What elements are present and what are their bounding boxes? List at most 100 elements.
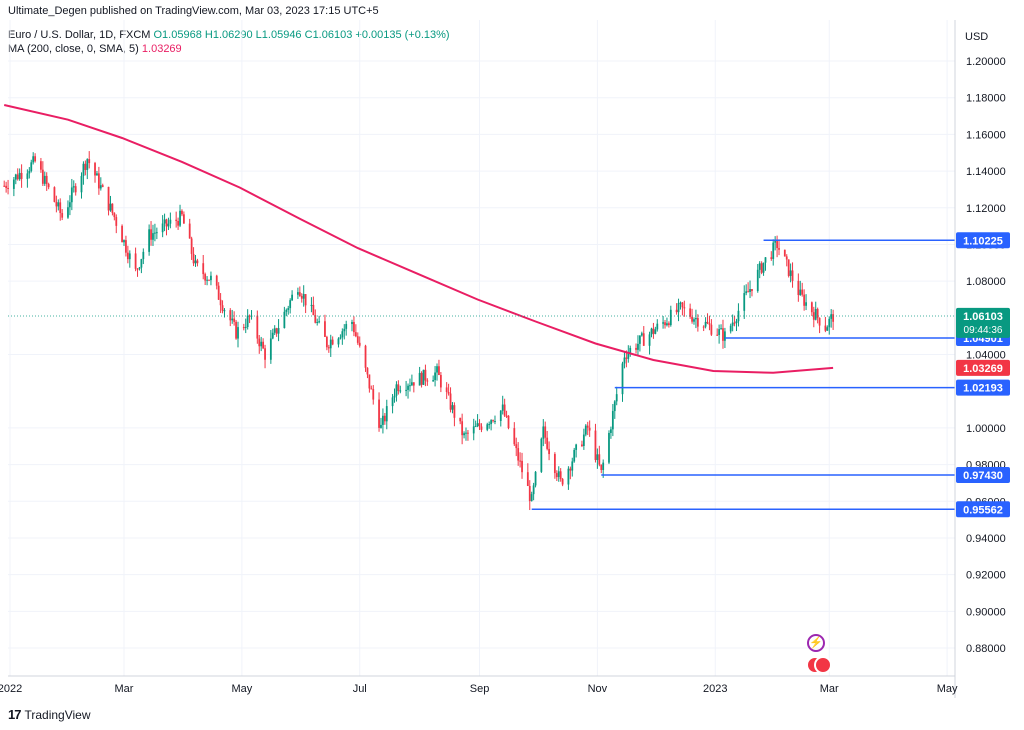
candle-body xyxy=(380,424,382,428)
candle-body xyxy=(785,256,788,260)
candle-body xyxy=(391,397,394,407)
candle-body xyxy=(608,432,610,463)
candle-body xyxy=(708,323,711,325)
candle-body xyxy=(449,393,452,410)
candle-body xyxy=(304,294,307,306)
candle-body xyxy=(302,294,305,299)
level-label: 1.10225 xyxy=(963,235,1003,247)
candle-body xyxy=(787,259,790,276)
candle-body xyxy=(246,315,249,328)
candle-body xyxy=(681,302,684,308)
candle-body xyxy=(96,173,98,176)
candle-body xyxy=(179,210,181,226)
level-label: 0.97430 xyxy=(963,470,1003,482)
candle-body xyxy=(789,270,792,276)
candle-body xyxy=(424,369,427,381)
footer[interactable]: 17 TradingView xyxy=(8,707,91,722)
candle-body xyxy=(194,260,197,264)
candle-body xyxy=(273,328,276,333)
candle-body xyxy=(743,293,746,311)
publish-info: Ultimate_Degen published on TradingView.… xyxy=(8,5,379,17)
candle-body xyxy=(318,321,321,323)
x-tick-label: May xyxy=(231,683,252,695)
ma-label: MA (200, close, 0, SMA, 5) xyxy=(8,43,139,55)
us-flag-icon-2[interactable] xyxy=(814,656,832,674)
lightning-icon[interactable]: ⚡ xyxy=(807,634,825,652)
candle-body xyxy=(650,328,653,335)
candle-body xyxy=(812,312,815,320)
candle-body xyxy=(82,163,85,176)
candle-body xyxy=(803,294,806,306)
candle-body xyxy=(125,240,127,253)
candle-body xyxy=(28,170,31,174)
candle-body xyxy=(530,494,533,502)
candle-body xyxy=(34,156,37,162)
candle-body xyxy=(621,363,624,395)
candle-body xyxy=(716,334,719,336)
candle-body xyxy=(68,202,71,208)
candle-body xyxy=(818,317,821,326)
symbol-row: Euro / U.S. Dollar, 1D, FXCM O1.05968 H1… xyxy=(8,28,450,42)
candle-body xyxy=(814,309,817,320)
candle-body xyxy=(296,292,299,295)
change-value: +0.00135 (+0.13%) xyxy=(355,29,450,41)
candle-body xyxy=(691,316,693,322)
candle-body xyxy=(395,384,398,396)
candle-body xyxy=(88,159,91,164)
candle-body xyxy=(751,289,753,292)
chart-legend[interactable]: Euro / U.S. Dollar, 1D, FXCM O1.05968 H1… xyxy=(8,28,450,56)
level-lines xyxy=(531,239,955,511)
candle-body xyxy=(312,304,315,316)
candle-body xyxy=(123,240,125,243)
candle-body xyxy=(382,415,384,425)
candle-body xyxy=(204,274,207,281)
candle-body xyxy=(613,401,616,412)
candle-body xyxy=(426,380,429,382)
candle-body xyxy=(343,328,346,332)
candle-body xyxy=(126,252,129,260)
candle-body xyxy=(341,331,344,338)
candle-body xyxy=(534,471,537,486)
candle-body xyxy=(445,387,448,392)
candle-body xyxy=(582,434,585,446)
candle-body xyxy=(756,269,759,292)
candle-body xyxy=(598,454,601,465)
candle-body xyxy=(358,342,361,346)
candle-body xyxy=(271,332,274,339)
candle-body xyxy=(447,391,450,394)
candle-body xyxy=(791,270,794,281)
candle-body xyxy=(778,248,780,250)
candle-body xyxy=(581,444,583,446)
candle-body xyxy=(134,253,137,269)
candle-body xyxy=(629,347,632,353)
candle-body xyxy=(41,169,44,184)
y-tick-label: 1.08000 xyxy=(966,276,1006,288)
candle-body xyxy=(476,423,479,427)
level-label: 0.95562 xyxy=(963,504,1003,516)
y-tick-label: 0.92000 xyxy=(966,570,1006,582)
candle-body xyxy=(242,327,245,329)
candle-body xyxy=(532,485,535,495)
candle-body xyxy=(418,372,421,386)
candle-body xyxy=(494,420,496,422)
candle-body xyxy=(584,425,587,435)
candle-body xyxy=(451,405,454,410)
candle-body xyxy=(30,162,33,171)
candle-body xyxy=(345,324,348,329)
candle-body xyxy=(55,201,58,207)
candle-body xyxy=(219,299,222,306)
y-tick-label: 1.18000 xyxy=(966,93,1006,105)
candle-body xyxy=(331,339,334,345)
candle-body xyxy=(208,279,210,281)
candle-body xyxy=(262,341,265,349)
candle-body xyxy=(420,372,423,385)
candle-body xyxy=(337,338,340,345)
candle-body xyxy=(121,225,123,243)
candle-body xyxy=(463,433,465,436)
y-tick-label: 1.20000 xyxy=(966,56,1006,68)
ma-row: MA (200, close, 0, SMA, 5) 1.03269 xyxy=(8,42,450,56)
candle-body xyxy=(797,280,800,296)
candle-body xyxy=(830,314,833,319)
y-tick-label: 1.14000 xyxy=(966,166,1006,178)
